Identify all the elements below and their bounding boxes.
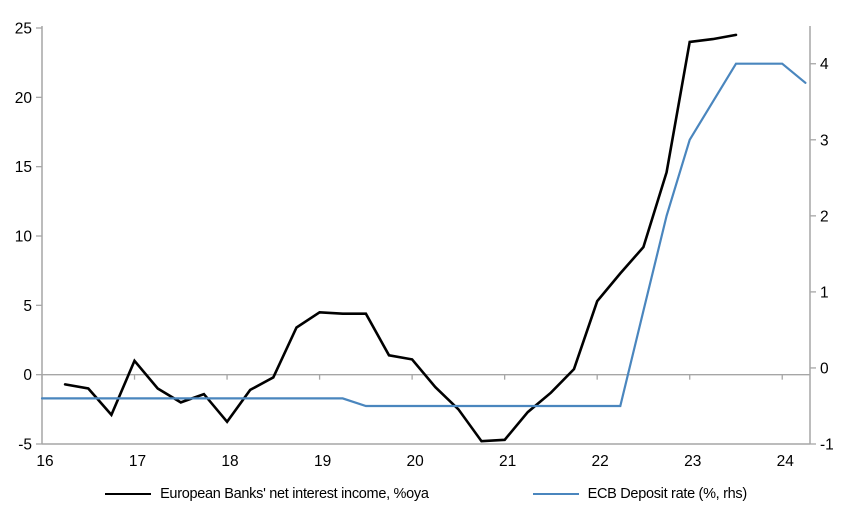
legend-item-net-interest-income: European Banks' net interest income, %oy…: [105, 486, 429, 502]
chart-legend: European Banks' net interest income, %oy…: [0, 486, 852, 502]
right-axis-tick-label: 1: [820, 284, 829, 301]
series-line-0: [63, 33, 738, 443]
right-axis-tick-label: 4: [820, 56, 829, 73]
left-axis-tick-label: 15: [15, 159, 32, 176]
x-axis-tick-label: 24: [777, 453, 795, 470]
x-axis-tick-label: 16: [36, 453, 53, 470]
legend-label-net-interest-income: European Banks' net interest income, %oy…: [160, 486, 429, 502]
left-axis-tick-label: 10: [15, 229, 33, 246]
left-axis-tick-label: 0: [23, 367, 32, 384]
legend-label-ecb-deposit-rate: ECB Deposit rate (%, rhs): [587, 486, 748, 502]
left-axis-tick-label: 20: [15, 90, 33, 107]
x-axis-tick-label: 18: [221, 453, 238, 470]
blue-line-swatch-icon: [532, 493, 579, 495]
x-axis-tick-label: 21: [499, 453, 516, 470]
x-axis-tick-label: 20: [406, 453, 424, 470]
x-axis-tick-label: 19: [314, 453, 331, 470]
legend-item-ecb-deposit-rate: ECB Deposit rate (%, rhs): [532, 486, 748, 502]
right-axis-tick-label: -1: [820, 437, 834, 454]
right-axis-tick-label: 0: [820, 360, 829, 377]
left-axis-tick-label: 25: [15, 21, 32, 38]
left-axis-tick-label: 5: [23, 298, 32, 315]
left-axis-tick-label: -5: [18, 437, 32, 454]
series-line-1: [40, 62, 807, 408]
x-axis-tick-label: 23: [684, 453, 701, 470]
black-line-swatch-icon: [105, 493, 152, 495]
x-axis-tick-label: 17: [129, 453, 146, 470]
x-axis-tick-label: 22: [592, 453, 609, 470]
right-axis-tick-label: 2: [820, 208, 829, 225]
right-axis-tick-label: 3: [820, 132, 829, 149]
